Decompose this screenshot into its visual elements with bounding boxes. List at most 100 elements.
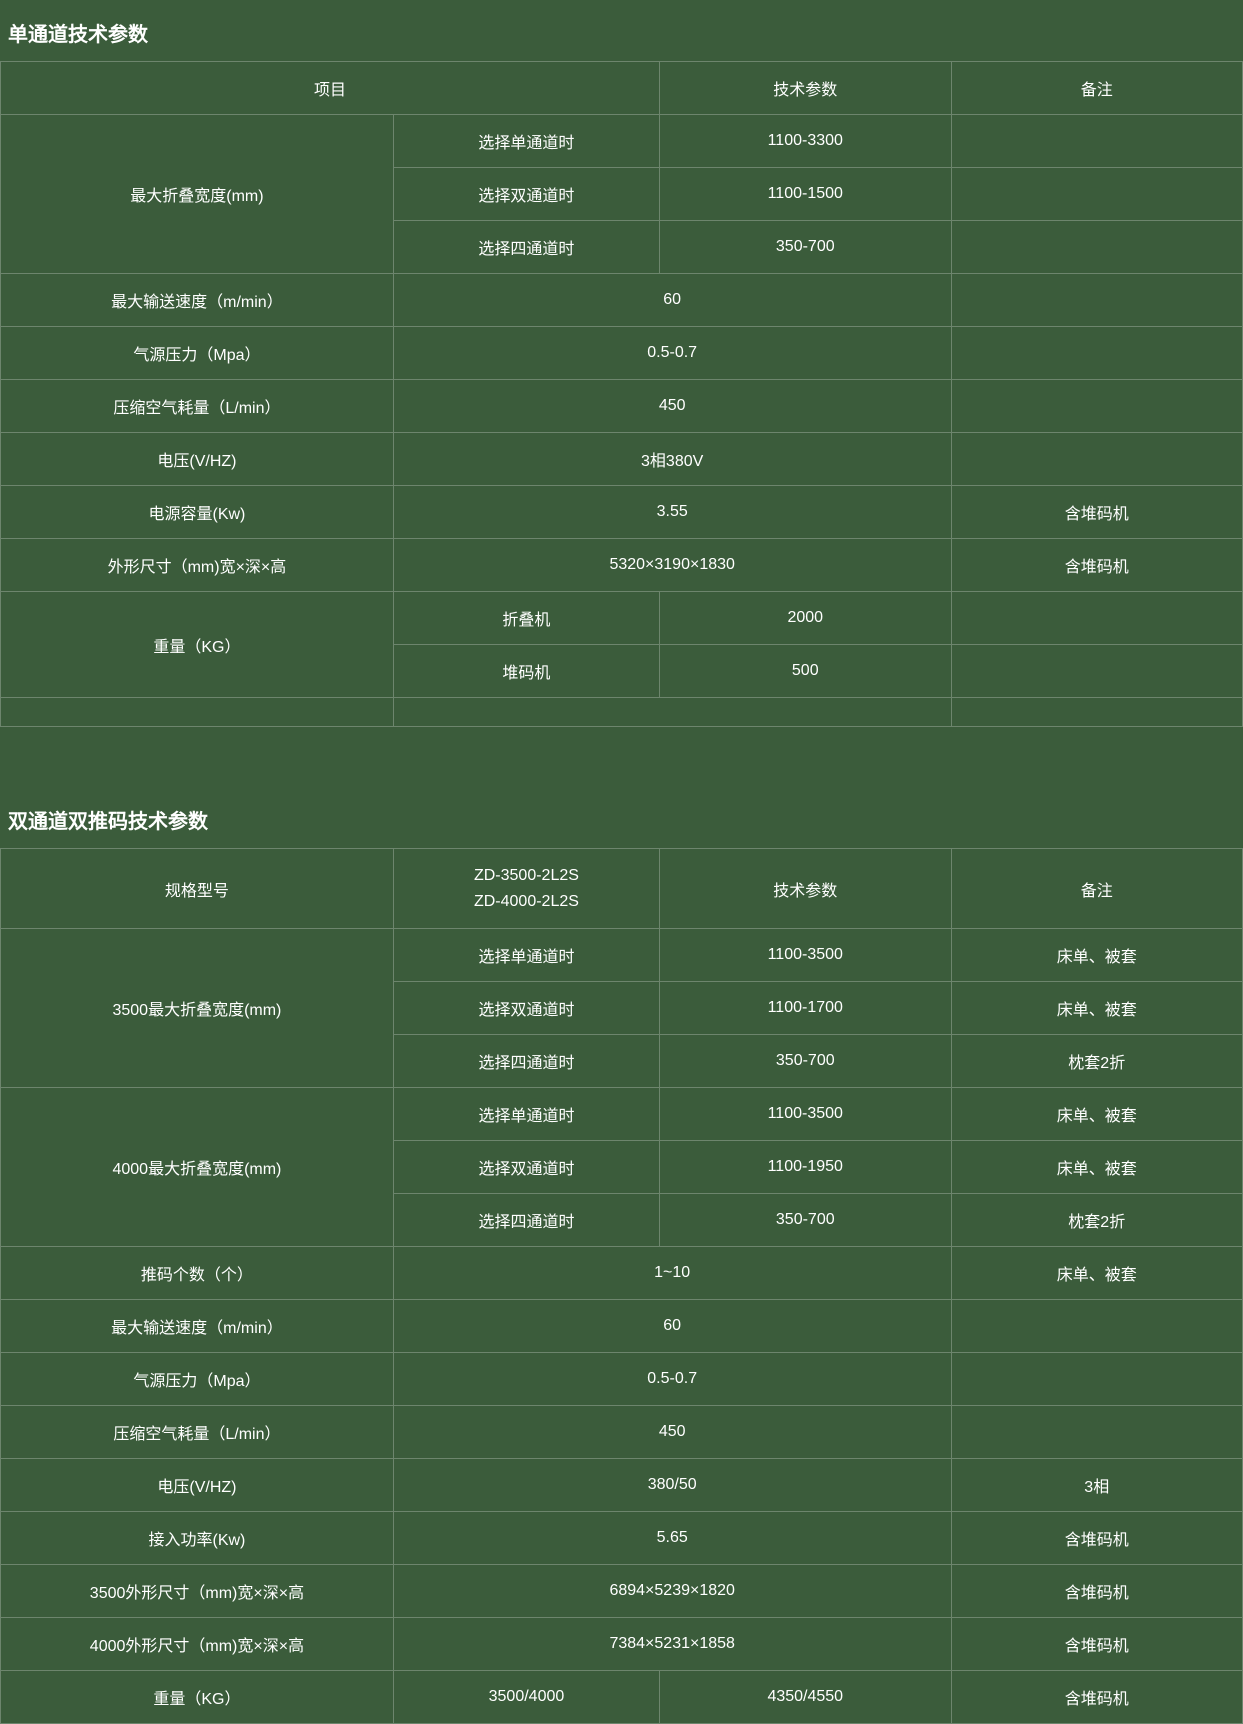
table-row [1,698,1243,727]
cell-val: 5320×3190×1830 [393,539,951,592]
cell-item: 3500外形尺寸（mm)宽×深×高 [1,1565,394,1618]
header-param: 技术参数 [660,849,951,929]
cell-item: 电压(V/HZ) [1,433,394,486]
table-row: 4000外形尺寸（mm)宽×深×高 7384×5231×1858 含堆码机 [1,1618,1243,1671]
section-gap [0,727,1243,787]
table-row: 3500外形尺寸（mm)宽×深×高 6894×5239×1820 含堆码机 [1,1565,1243,1618]
cell-val: 380/50 [393,1459,951,1512]
cell-val: 450 [393,1406,951,1459]
cell-val: 1100-3300 [660,115,951,168]
cell-sub: 选择单通道时 [393,115,659,168]
table-row: 外形尺寸（mm)宽×深×高 5320×3190×1830 含堆码机 [1,539,1243,592]
cell-item: 重量（KG） [1,592,394,698]
cell-val: 1100-1700 [660,982,951,1035]
cell-item: 电压(V/HZ) [1,1459,394,1512]
cell-note: 床单、被套 [951,1247,1243,1300]
cell-note [951,645,1243,698]
table-row: 电源容量(Kw) 3.55 含堆码机 [1,486,1243,539]
cell-val: 6894×5239×1820 [393,1565,951,1618]
cell-val: 3.55 [393,486,951,539]
cell-note: 含堆码机 [951,1618,1243,1671]
cell-note: 枕套2折 [951,1194,1243,1247]
cell-val: 350-700 [660,1194,951,1247]
cell-val: 7384×5231×1858 [393,1618,951,1671]
cell-note: 枕套2折 [951,1035,1243,1088]
cell-val: 0.5-0.7 [393,1353,951,1406]
cell-item: 最大折叠宽度(mm) [1,115,394,274]
cell-note: 含堆码机 [951,1671,1243,1724]
cell-sub: 选择单通道时 [393,1088,659,1141]
cell-sub: 选择单通道时 [393,929,659,982]
cell-sub: 堆码机 [393,645,659,698]
header-model-value-1: ZD-3500-2L2S [404,863,649,889]
header-model-values: ZD-3500-2L2S ZD-4000-2L2S [393,849,659,929]
table-row: 推码个数（个） 1~10 床单、被套 [1,1247,1243,1300]
cell-val: 2000 [660,592,951,645]
cell-item: 外形尺寸（mm)宽×深×高 [1,539,394,592]
cell-sub: 选择双通道时 [393,168,659,221]
header-item: 项目 [1,62,660,115]
cell-val: 1100-3500 [660,1088,951,1141]
table-row: 压缩空气耗量（L/min） 450 [1,380,1243,433]
table-row: 规格型号 ZD-3500-2L2S ZD-4000-2L2S 技术参数 备注 [1,849,1243,929]
table2-title: 双通道双推码技术参数 [0,787,1243,848]
cell-sub: 选择双通道时 [393,1141,659,1194]
cell-note [951,592,1243,645]
table-row: 项目 技术参数 备注 [1,62,1243,115]
cell-val: 1~10 [393,1247,951,1300]
cell-note [951,327,1243,380]
cell-val: 1100-1500 [660,168,951,221]
table-row: 最大折叠宽度(mm) 选择单通道时 1100-3300 [1,115,1243,168]
table-row: 最大输送速度（m/min） 60 [1,274,1243,327]
cell-note [951,168,1243,221]
cell-item: 4000最大折叠宽度(mm) [1,1088,394,1247]
cell-val: 500 [660,645,951,698]
cell-item: 3500最大折叠宽度(mm) [1,929,394,1088]
cell-item: 最大输送速度（m/min） [1,1300,394,1353]
cell-sub: 选择双通道时 [393,982,659,1035]
table-row: 气源压力（Mpa） 0.5-0.7 [1,327,1243,380]
cell-item: 电源容量(Kw) [1,486,394,539]
cell-note [951,698,1243,727]
header-param: 技术参数 [660,62,951,115]
table-row: 压缩空气耗量（L/min） 450 [1,1406,1243,1459]
cell-item: 压缩空气耗量（L/min） [1,380,394,433]
cell-sub: 选择四通道时 [393,1035,659,1088]
table1: 项目 技术参数 备注 最大折叠宽度(mm) 选择单通道时 1100-3300 选… [0,61,1243,727]
cell-val: 0.5-0.7 [393,327,951,380]
cell-sub: 3500/4000 [393,1671,659,1724]
table-row: 重量（KG） 折叠机 2000 [1,592,1243,645]
cell-note [951,433,1243,486]
cell-val: 60 [393,1300,951,1353]
cell-val: 1100-3500 [660,929,951,982]
table-row: 3500最大折叠宽度(mm) 选择单通道时 1100-3500 床单、被套 [1,929,1243,982]
cell-note: 床单、被套 [951,1141,1243,1194]
cell-val: 1100-1950 [660,1141,951,1194]
cell-sub: 选择四通道时 [393,221,659,274]
header-model-value-2: ZD-4000-2L2S [404,889,649,915]
cell-note [951,1406,1243,1459]
table1-title: 单通道技术参数 [0,0,1243,61]
header-note: 备注 [951,849,1243,929]
cell-note [951,115,1243,168]
cell-val: 350-700 [660,221,951,274]
cell-val: 350-700 [660,1035,951,1088]
cell-val: 60 [393,274,951,327]
cell-val: 4350/4550 [660,1671,951,1724]
table-row: 接入功率(Kw) 5.65 含堆码机 [1,1512,1243,1565]
cell-note: 床单、被套 [951,929,1243,982]
header-model: 规格型号 [1,849,394,929]
cell-note [951,221,1243,274]
header-note: 备注 [951,62,1243,115]
cell-item: 接入功率(Kw) [1,1512,394,1565]
cell-sub: 折叠机 [393,592,659,645]
cell-sub: 选择四通道时 [393,1194,659,1247]
cell-note: 含堆码机 [951,539,1243,592]
cell-item: 气源压力（Mpa） [1,1353,394,1406]
cell-note: 3相 [951,1459,1243,1512]
cell-item: 压缩空气耗量（L/min） [1,1406,394,1459]
cell-note: 床单、被套 [951,982,1243,1035]
cell-item: 最大输送速度（m/min） [1,274,394,327]
cell-val: 3相380V [393,433,951,486]
cell-note [951,1300,1243,1353]
